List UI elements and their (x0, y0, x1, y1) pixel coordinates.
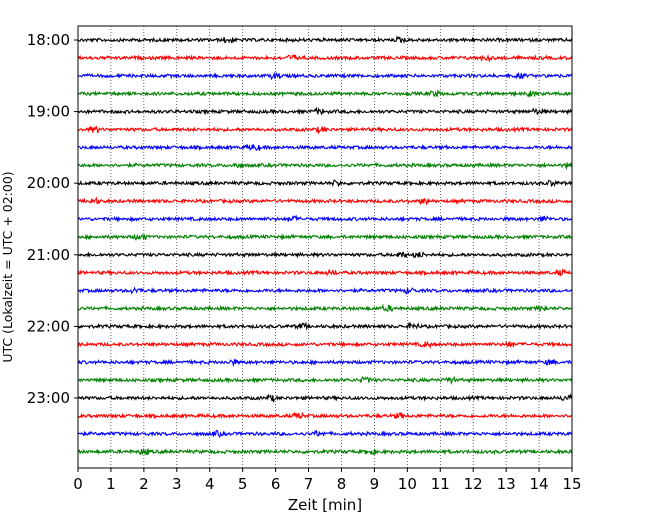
trace-1930 (77, 143, 573, 152)
x-tick-label: 8 (337, 475, 347, 493)
trace-1915 (77, 125, 573, 135)
plot-frame (77, 25, 573, 469)
x-tick-label: 13 (497, 475, 516, 493)
x-tick-label: 7 (304, 475, 314, 493)
x-tick-label: 1 (106, 475, 116, 493)
trace-2015 (77, 196, 573, 206)
x-tick-label: 0 (73, 475, 83, 493)
x-tick-label: 3 (172, 475, 182, 493)
trace-2030 (77, 214, 573, 223)
x-tick-label: 15 (562, 475, 581, 493)
trace-1800 (77, 35, 573, 44)
x-tick-label: 6 (271, 475, 281, 493)
y-tick-label: 20:00 (27, 174, 70, 192)
trace-1830 (77, 71, 573, 81)
y-tick-label: 22:00 (27, 317, 70, 335)
trace-2130 (77, 286, 573, 295)
trace-2300 (77, 393, 573, 404)
trace-1845 (77, 89, 573, 98)
trace-1945 (77, 161, 573, 171)
trace-2115 (77, 268, 573, 277)
trace-2245 (77, 375, 573, 386)
y-axis: 18:00 19:00 20:00 21:00 22:00 23:00 (27, 31, 78, 407)
x-tick-label: 11 (431, 475, 450, 493)
y-tick-label: 18:00 (27, 31, 70, 49)
trace-2045 (77, 233, 573, 242)
y-tick-label: 19:00 (27, 103, 70, 121)
y-tick-label: 23:00 (27, 389, 70, 407)
trace-2330 (77, 429, 573, 439)
x-tick-label: 5 (238, 475, 248, 493)
trace-1815 (77, 53, 573, 63)
trace-2100 (77, 251, 573, 259)
x-tick-label: 12 (464, 475, 483, 493)
x-tick-label: 2 (139, 475, 149, 493)
x-tick-label: 9 (370, 475, 380, 493)
y-tick-label: 21:00 (27, 246, 70, 264)
x-tick-label: 4 (205, 475, 215, 493)
trace-2145 (77, 303, 573, 313)
traces (77, 35, 573, 456)
trace-2315 (77, 411, 573, 420)
trace-1900 (77, 106, 573, 116)
x-axis-title: Zeit [min] (288, 496, 362, 514)
trace-2215 (77, 340, 573, 350)
x-tick-label: 14 (530, 475, 549, 493)
trace-2230 (77, 358, 573, 368)
trace-2000 (77, 179, 573, 188)
trace-2200 (77, 321, 573, 331)
y-axis-title: UTC (Lokalzeit = UTC + 02:00) (0, 171, 15, 362)
trace-2345 (77, 447, 573, 456)
x-tick-label: 10 (398, 475, 417, 493)
x-axis: 0 1 2 3 4 5 6 7 8 9 10 11 12 13 14 15 (73, 468, 582, 493)
